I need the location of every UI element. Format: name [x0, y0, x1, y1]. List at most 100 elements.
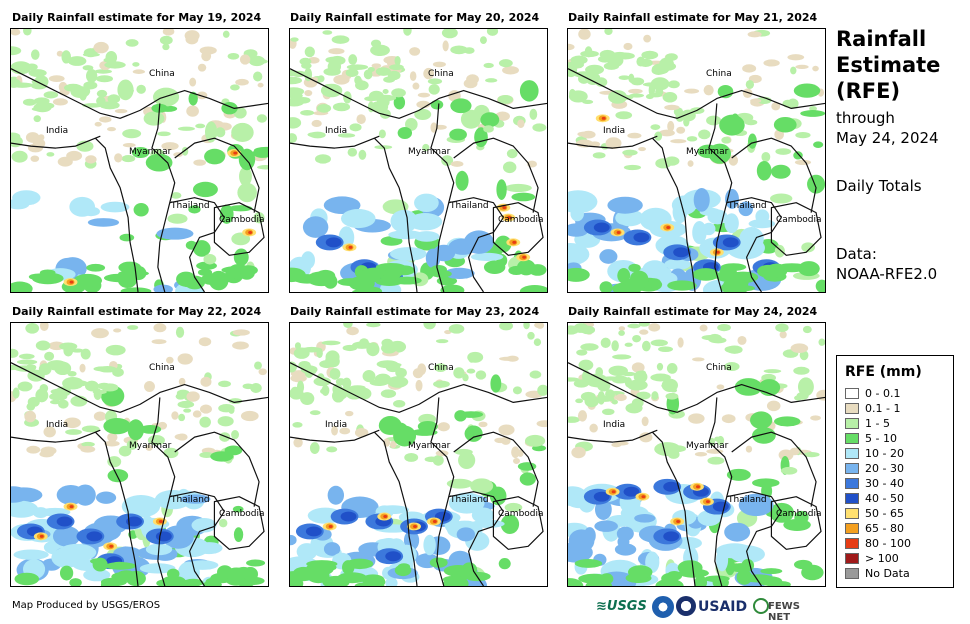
heavy-rain-area: [327, 485, 345, 505]
light-rain-area: [479, 36, 487, 44]
light-rain-area: [162, 43, 170, 51]
heavy-rain-area: [673, 247, 690, 258]
light-rain-area: [641, 50, 659, 60]
light-rain-area: [716, 384, 725, 390]
coastline-india: [568, 429, 658, 443]
moderate-rain-area: [232, 505, 244, 513]
heavy-rain-area: [672, 200, 688, 224]
light-rain-area: [290, 361, 297, 373]
light-rain-area: [339, 427, 351, 435]
light-rain-area: [623, 164, 642, 171]
heavy-rain-area: [388, 230, 424, 240]
light-rain-area: [127, 325, 139, 330]
heavy-rain-area: [623, 486, 640, 497]
moderate-rain-area: [752, 478, 780, 488]
totals-label: Daily Totals: [836, 177, 922, 195]
light-rain-area: [795, 64, 809, 70]
coastline-india: [290, 135, 380, 149]
moderate-rain-area: [126, 439, 138, 450]
light-rain-area: [667, 80, 680, 89]
country-border-myanmar-west: [94, 137, 139, 292]
light-rain-area: [527, 331, 535, 340]
light-rain-area: [630, 77, 645, 86]
light-rain-area: [430, 122, 438, 133]
intense-rain-cell: [158, 520, 163, 523]
light-rain-area: [380, 389, 397, 398]
light-rain-area: [763, 369, 782, 374]
light-rain-area: [30, 49, 40, 60]
moderate-rain-area: [111, 572, 134, 582]
light-rain-area: [349, 123, 362, 132]
light-rain-area: [703, 84, 714, 96]
moderate-rain-area: [443, 565, 473, 577]
legend-label: 80 - 100: [865, 537, 911, 550]
light-rain-area: [416, 100, 431, 109]
light-rain-area: [612, 51, 628, 58]
moderate-rain-area: [28, 273, 50, 281]
light-rain-area: [248, 55, 266, 67]
light-rain-area: [387, 70, 401, 81]
moderate-rain-area: [217, 565, 233, 579]
light-rain-area: [641, 416, 649, 427]
moderate-rain-area: [293, 274, 321, 284]
light-rain-area: [93, 411, 107, 422]
light-rain-area: [618, 75, 631, 80]
intense-rain-cell: [616, 230, 621, 234]
moderate-rain-area: [524, 434, 546, 447]
map-label-india: India: [603, 420, 626, 430]
light-rain-area: [602, 408, 615, 416]
moderate-rain-area: [393, 95, 406, 110]
country-border-myanmar-east: [708, 397, 733, 586]
light-rain-area: [624, 377, 633, 388]
light-rain-area: [11, 348, 19, 358]
map-canvas: [290, 323, 547, 586]
light-rain-area: [511, 446, 520, 459]
light-rain-area: [423, 67, 434, 80]
heavy-rain-area: [340, 511, 357, 522]
light-rain-area: [499, 356, 516, 361]
light-rain-area: [114, 108, 128, 114]
moderate-rain-area: [773, 416, 801, 427]
light-rain-area: [381, 362, 402, 368]
legend-label: 30 - 40: [865, 477, 904, 490]
light-rain-area: [578, 359, 594, 371]
light-rain-area: [656, 362, 664, 371]
moderate-rain-area: [747, 133, 757, 149]
moderate-rain-area: [361, 574, 385, 585]
light-rain-area: [716, 435, 725, 446]
light-rain-area: [354, 75, 362, 85]
light-rain-area: [33, 115, 41, 123]
moderate-rain-area: [417, 420, 438, 432]
moderate-rain-area: [760, 568, 783, 575]
moderate-rain-area: [156, 579, 174, 586]
light-rain-area: [787, 54, 805, 61]
light-rain-area: [371, 63, 382, 69]
map-label-myanmar: Myanmar: [686, 441, 729, 451]
heavy-rain-area: [121, 495, 161, 518]
light-rain-area: [105, 50, 118, 65]
legend-label: 0.1 - 1: [865, 402, 901, 415]
light-rain-area: [57, 156, 73, 167]
light-rain-area: [533, 338, 542, 347]
light-rain-area: [290, 386, 301, 398]
map-canvas: [568, 29, 825, 292]
light-rain-area: [189, 77, 197, 87]
country-border-laos: [731, 137, 817, 213]
light-rain-area: [599, 49, 616, 60]
legend-swatch: [845, 478, 859, 489]
light-rain-area: [218, 380, 231, 388]
map-label-india: India: [603, 126, 626, 136]
heavy-rain-area: [570, 206, 584, 222]
moderate-rain-area: [458, 451, 476, 470]
moderate-rain-area: [202, 580, 222, 586]
light-rain-area: [615, 111, 633, 120]
light-rain-area: [662, 91, 678, 103]
light-rain-area: [79, 363, 86, 373]
moderate-rain-area: [362, 267, 387, 278]
intense-rain-cell: [233, 151, 238, 155]
legend-swatch: [845, 568, 859, 579]
map-label-india: India: [46, 126, 69, 136]
country-border-cambodia: [492, 496, 544, 550]
light-rain-area: [448, 324, 465, 334]
intense-rain-cell: [383, 515, 388, 519]
